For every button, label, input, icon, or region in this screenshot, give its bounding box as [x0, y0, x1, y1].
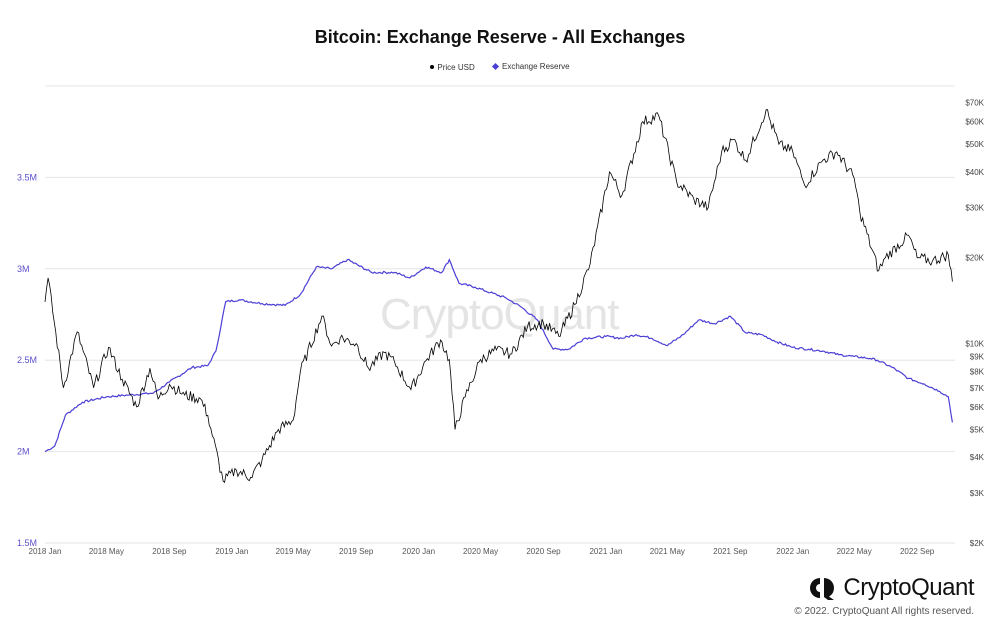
- copyright-text: © 2022. CryptoQuant All rights reserved.: [794, 606, 974, 617]
- left-tick-label: 2.5M: [17, 355, 37, 365]
- right-tick-label: $2K: [970, 539, 985, 548]
- x-tick-label: 2019 May: [276, 547, 311, 556]
- brand-name: CryptoQuant: [843, 574, 974, 601]
- x-tick-label: 2020 May: [463, 547, 498, 556]
- x-tick-label: 2018 Jan: [29, 547, 62, 556]
- left-tick-label: 3M: [17, 264, 30, 274]
- chart-legend: Price USD Exchange Reserve: [0, 62, 1000, 72]
- chart-title: Bitcoin: Exchange Reserve - All Exchange…: [314, 27, 686, 47]
- x-tick-label: 2022 May: [837, 547, 872, 556]
- right-tick-label: $40K: [965, 168, 984, 177]
- x-tick-label: 2020 Jan: [402, 547, 435, 556]
- right-tick-label: $20K: [965, 254, 984, 263]
- legend-item-reserve[interactable]: Exchange Reserve: [491, 62, 570, 71]
- right-tick-label: $9K: [970, 353, 985, 362]
- x-tick-label: 2022 Sep: [900, 547, 935, 556]
- right-tick-label: $4K: [970, 453, 985, 462]
- right-tick-label: $50K: [965, 140, 984, 149]
- x-tick-label: 2021 May: [650, 547, 685, 556]
- x-tick-label: 2019 Sep: [339, 547, 374, 556]
- left-tick-label: 2M: [17, 447, 30, 457]
- watermark: CryptoQuant: [380, 290, 619, 339]
- x-tick-label: 2020 Sep: [526, 547, 561, 556]
- right-tick-label: $7K: [970, 384, 985, 393]
- right-tick-label: $70K: [965, 99, 984, 108]
- right-tick-label: $6K: [970, 403, 985, 412]
- x-tick-label: 2018 Sep: [152, 547, 187, 556]
- legend-label-reserve: Exchange Reserve: [501, 62, 570, 71]
- x-tick-label: 2019 Jan: [215, 547, 248, 556]
- left-tick-label: 3.5M: [17, 172, 37, 182]
- series-line-exchange-reserve: [44, 258, 953, 453]
- brand-logo-block: CryptoQuant: [807, 574, 974, 602]
- right-tick-label: $60K: [965, 118, 984, 127]
- legend-item-price[interactable]: Price USD: [430, 62, 475, 72]
- x-tick-label: 2021 Sep: [713, 547, 748, 556]
- right-tick-label: $3K: [970, 489, 985, 498]
- left-tick-label: 1.5M: [17, 538, 37, 548]
- right-tick-label: $8K: [970, 367, 985, 376]
- legend-label-price: Price USD: [437, 62, 475, 72]
- x-tick-label: 2018 May: [89, 547, 124, 556]
- right-tick-label: $5K: [970, 425, 985, 434]
- series-line-price-usd: [44, 109, 953, 484]
- right-tick-label: $30K: [965, 204, 984, 213]
- x-tick-label: 2021 Jan: [589, 547, 622, 556]
- right-tick-label: $10K: [965, 340, 984, 349]
- cryptoquant-logo-icon: [810, 578, 835, 600]
- x-tick-label: 2022 Jan: [776, 547, 809, 556]
- legend-dot-icon: [430, 65, 435, 69]
